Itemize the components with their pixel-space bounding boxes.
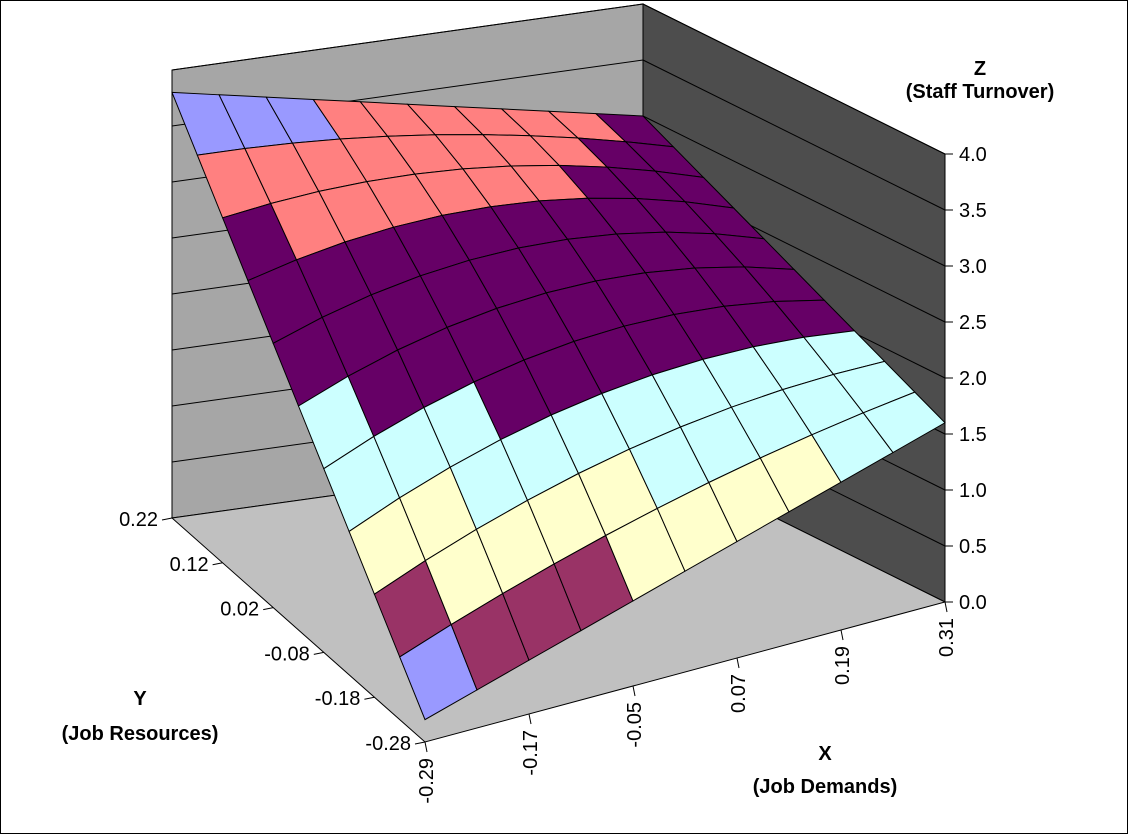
z-tick-label: 3.5 xyxy=(959,200,987,222)
back-wall-gridline xyxy=(171,3,644,71)
z-axis-title: Z (Staff Turnover) xyxy=(906,58,1055,103)
y-tick-label: 0.12 xyxy=(170,554,209,576)
x-tick-label: -0.17 xyxy=(520,730,542,776)
x-tick-label: 0.07 xyxy=(728,674,750,713)
y-tick-mark xyxy=(212,562,223,566)
y-tick-mark xyxy=(263,607,274,611)
x-tick-mark xyxy=(424,741,428,753)
z-axis-title-line2: (Staff Turnover) xyxy=(906,81,1055,103)
surface-mesh xyxy=(171,91,946,721)
z-tick-label: 4.0 xyxy=(959,144,987,166)
y-axis-title-line2: (Job Resources) xyxy=(62,723,219,745)
x-tick-mark xyxy=(736,657,740,669)
y-axis-title: Y (Job Resources) xyxy=(62,688,219,745)
z-tick-label: 2.5 xyxy=(959,312,987,334)
x-axis-title: X (Job Demands) xyxy=(753,743,897,798)
x-tick-mark xyxy=(944,601,948,613)
z-tick-label: 2.0 xyxy=(959,368,987,390)
x-tick-mark xyxy=(528,713,532,725)
y-tick-mark xyxy=(414,741,426,745)
y-tick-mark xyxy=(161,517,173,521)
side-wall-gridline xyxy=(642,115,946,267)
y-tick-label: -0.18 xyxy=(315,688,361,710)
x-tick-label: -0.05 xyxy=(624,702,646,748)
x-tick-label: 0.31 xyxy=(936,618,958,657)
y-tick-label: -0.08 xyxy=(264,643,310,665)
x-axis-title-line2: (Job Demands) xyxy=(753,776,897,798)
chart-axes: 0.00.51.01.52.02.53.03.54.00.220.120.02-… xyxy=(119,144,987,804)
z-axis-title-line1: Z xyxy=(974,58,986,80)
x-tick-label: -0.29 xyxy=(416,758,438,804)
x-tick-mark xyxy=(632,685,636,697)
y-tick-mark xyxy=(364,696,375,700)
z-tick-label: 1.5 xyxy=(959,424,987,446)
x-tick-label: 0.19 xyxy=(832,646,854,685)
x-axis-title-line1: X xyxy=(818,743,832,765)
y-tick-label: 0.22 xyxy=(119,509,158,531)
z-tick-label: 0.5 xyxy=(959,536,987,558)
y-tick-label: 0.02 xyxy=(220,599,259,621)
side-wall-gridline xyxy=(642,3,946,155)
z-tick-label: 0.0 xyxy=(959,592,987,614)
y-tick-mark xyxy=(313,651,324,655)
x-tick-mark xyxy=(840,629,844,641)
z-tick-label: 3.0 xyxy=(959,256,987,278)
side-wall-gridline xyxy=(642,59,946,211)
y-tick-label: -0.28 xyxy=(365,733,411,755)
y-axis-title-line1: Y xyxy=(133,688,147,710)
z-tick-label: 1.0 xyxy=(959,480,987,502)
